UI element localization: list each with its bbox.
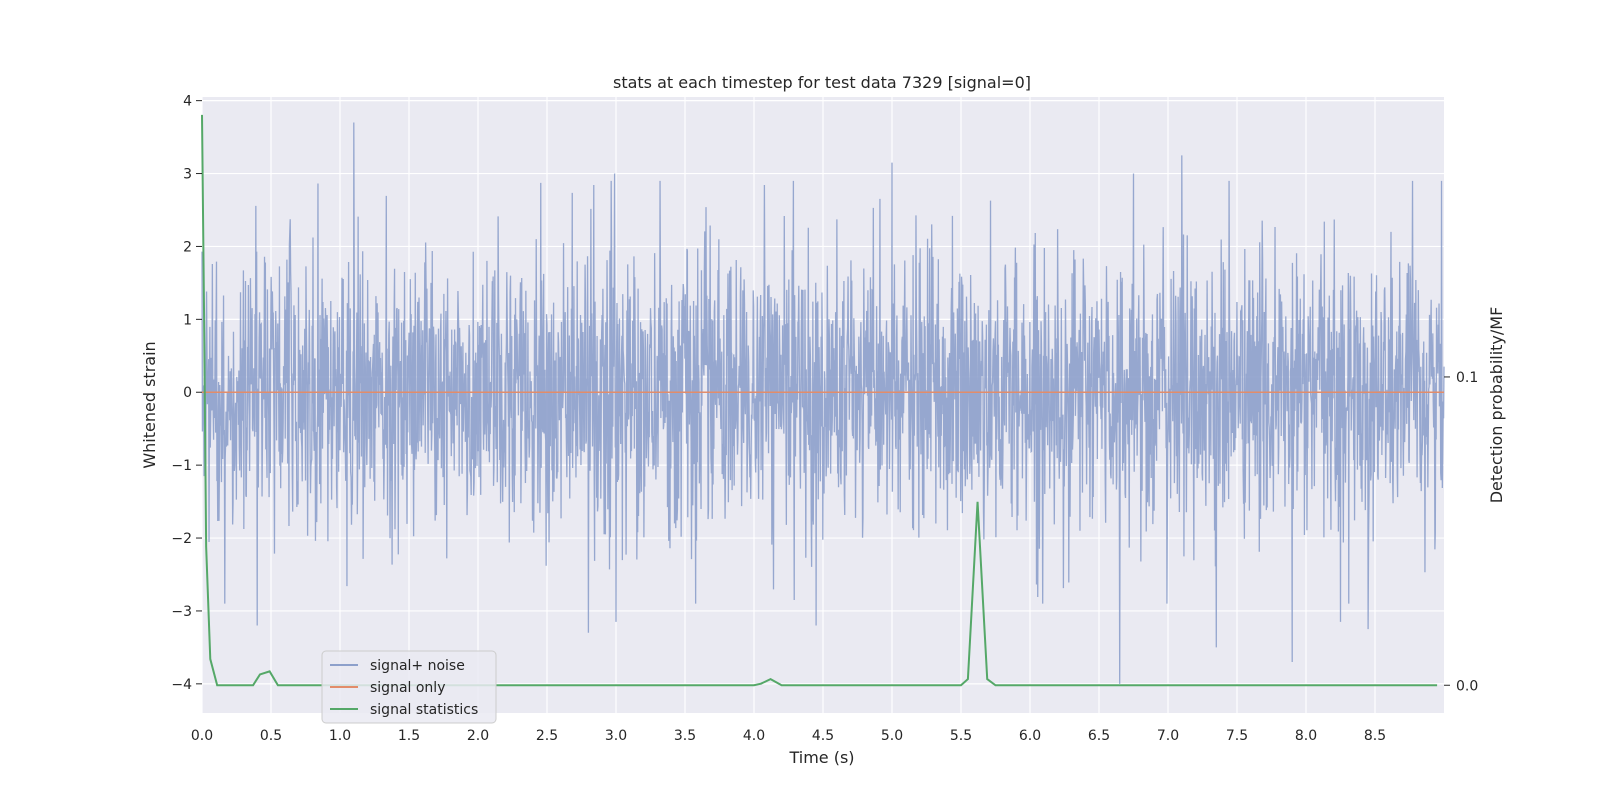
y-tick-label: −2 — [171, 531, 192, 547]
y2-axis-label: Detection probability/MF — [1487, 307, 1506, 504]
x-tick-label: 5.5 — [950, 728, 972, 744]
x-tick-label: 1.5 — [398, 728, 420, 744]
series-signal-statistics — [201, 114, 1438, 687]
x-axis-label: Time (s) — [788, 748, 854, 767]
x-tick-label: 1.0 — [329, 728, 351, 744]
x-tick-label: 6.0 — [1019, 728, 1041, 744]
x-tick-label: 3.0 — [605, 728, 627, 744]
x-tick-label: 8.5 — [1364, 728, 1386, 744]
y-tick-label: 1 — [183, 312, 192, 328]
x-tick-label: 4.5 — [812, 728, 834, 744]
signal-noise-line — [201, 122, 1445, 684]
series-signal-noise — [201, 122, 1445, 684]
y2-tick-label: 0.1 — [1456, 370, 1478, 386]
y-tick-label: 0 — [183, 385, 192, 401]
y-tick-label: −1 — [171, 458, 192, 474]
y-tick-label: −4 — [171, 677, 192, 693]
x-axis-ticks: 0.0 0.5 1.0 1.5 2.0 2.5 3.0 3.5 4.0 4.5 5.0 5.5 6.0 6… — [191, 728, 1386, 744]
legend-box — [321, 650, 497, 724]
x-tick-label: 8.0 — [1295, 728, 1317, 744]
x-tick-label: 3.5 — [674, 728, 696, 744]
x-tick-label: 7.5 — [1226, 728, 1248, 744]
x-tick-label: 0.5 — [260, 728, 282, 744]
y2-tick-label: 0.0 — [1456, 678, 1478, 694]
y-tick-label: −3 — [171, 604, 192, 620]
y-axis-ticks: 4 3 2 1 0 −1 −2 −3 −4 — [171, 94, 202, 693]
legend-label-1: signal only — [370, 680, 445, 696]
x-tick-label: 2.0 — [467, 728, 489, 744]
x-tick-label: 2.5 — [536, 728, 558, 744]
signal-statistics-line — [201, 114, 1438, 687]
legend-label-2: signal statistics — [370, 702, 478, 718]
y-tick-label: 4 — [183, 94, 192, 110]
legend-label-0: signal+ noise — [370, 658, 465, 674]
x-tick-label: 0.0 — [191, 728, 213, 744]
y2-axis-ticks: 0.1 0.0 — [1444, 370, 1478, 694]
y-tick-label: 3 — [183, 167, 192, 183]
y-tick-label: 2 — [183, 239, 192, 255]
chart-title: stats at each timestep for test data 732… — [613, 73, 1031, 92]
x-tick-label: 7.0 — [1157, 728, 1179, 744]
x-tick-label: 6.5 — [1088, 728, 1110, 744]
legend: signal+ noise signal only signal statistic… — [321, 650, 497, 724]
x-tick-label: 4.0 — [743, 728, 765, 744]
x-tick-label: 5.0 — [881, 728, 903, 744]
y-axis-label: Whitened strain — [140, 341, 159, 468]
